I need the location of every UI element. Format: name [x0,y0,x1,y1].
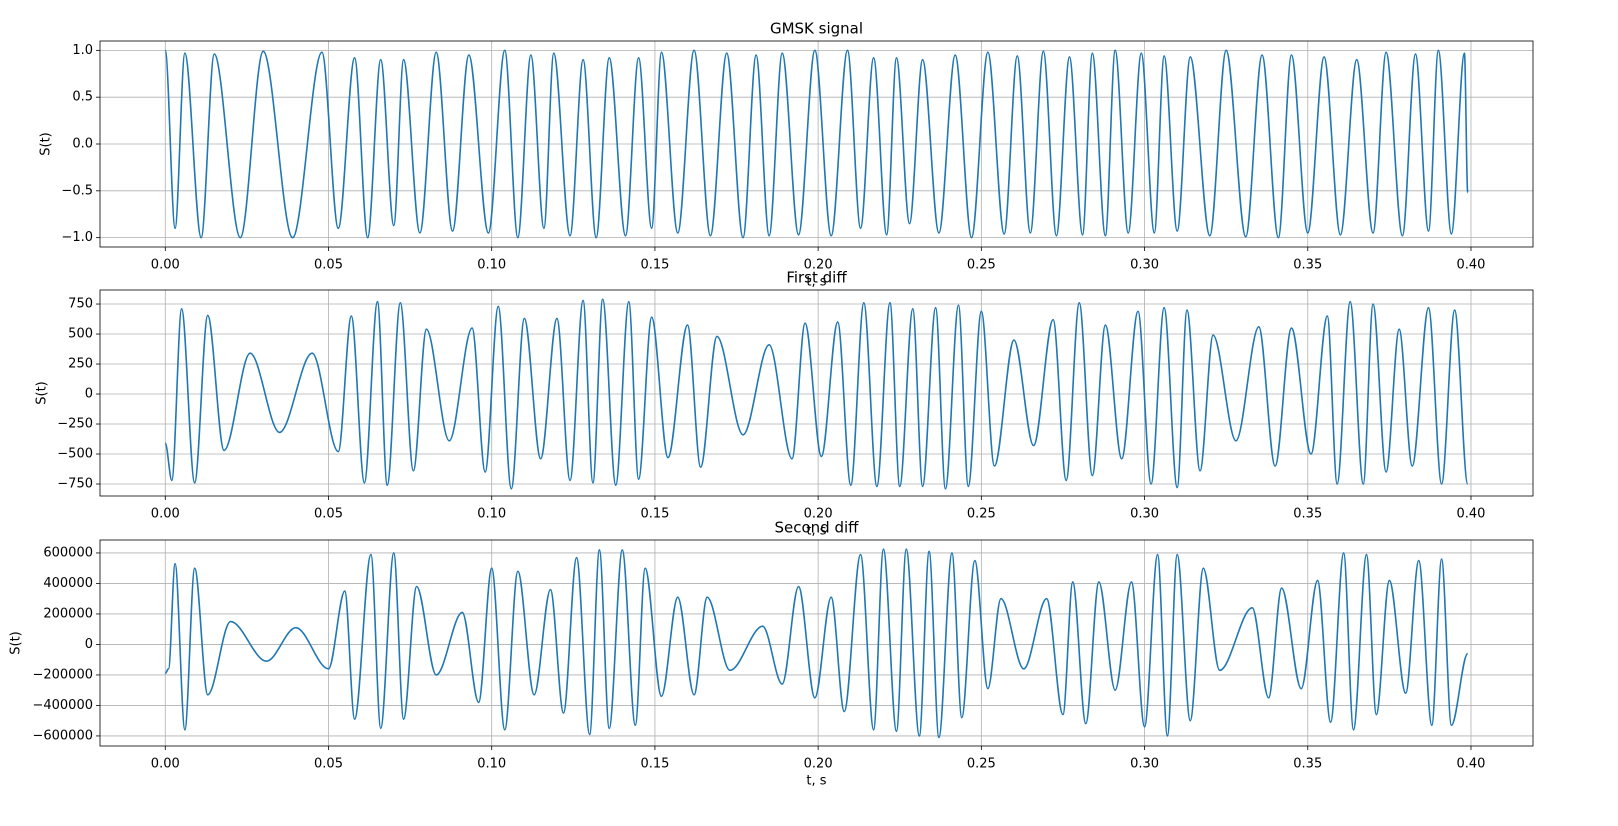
y-tick-label: −400000 [32,698,93,713]
x-tick-label: 0.30 [1130,757,1159,772]
x-tick-label: 0.30 [1130,507,1159,522]
subplot: 0.00 0.05 0.10 0.15 0.20 0.25 0.30 0.35 0.40 −600… [9,519,1534,789]
x-tick-label: 0.25 [967,258,996,273]
y-tick-label: −750 [57,477,93,492]
axes-frame [99,289,1534,497]
x-tick-label: 0.30 [1130,258,1159,273]
x-tick-label: 0.15 [640,507,669,522]
subplot: 0.00 0.05 0.10 0.15 0.20 0.25 0.30 0.35 0.40 −1.0… [39,20,1534,290]
y-tick-label: 750 [68,297,93,312]
x-tick-label: 0.20 [804,757,833,772]
x-tick-label: 0.35 [1293,258,1322,273]
axes-frame [99,40,1534,248]
x-tick-label: 0.35 [1293,757,1322,772]
y-tick-label: −500 [57,447,93,462]
y-tick-label: 600000 [43,545,93,560]
y-tick-label: −250 [57,417,93,432]
subplot: 0.00 0.05 0.10 0.15 0.20 0.25 0.30 0.35 0.40 −750… [35,269,1534,539]
x-tick-label: 0.10 [477,258,506,273]
y-axis-label: S(t) [9,631,24,655]
signal-line [164,298,1469,490]
x-tick-label: 0.15 [640,757,669,772]
x-tick-label: 0.35 [1293,507,1322,522]
y-tick-label: 0.5 [72,90,93,105]
signal-line [164,49,1469,239]
x-tick-label: 0.20 [804,258,833,273]
plot-area [164,49,1469,239]
x-tick-label: 0.40 [1457,757,1486,772]
x-tick-label: 0.00 [151,258,180,273]
y-tick-label: −200000 [32,667,93,682]
x-axis-label: t, s [806,275,826,290]
x-tick-label: 0.40 [1457,507,1486,522]
y-tick-label: −600000 [32,728,93,743]
x-tick-label: 0.20 [804,507,833,522]
y-axis-label: S(t) [35,381,50,405]
x-tick-label: 0.05 [314,757,343,772]
chart-title: Second diff [775,519,860,537]
x-axis-label: t, s [806,524,826,539]
y-tick-label: 500 [68,327,93,342]
x-tick-label: 0.15 [640,258,669,273]
x-tick-label: 0.00 [151,757,180,772]
plot-area [164,298,1469,490]
x-tick-label: 0.25 [967,507,996,522]
x-axis-label: t, s [806,774,826,789]
x-tick-label: 0.05 [314,507,343,522]
y-axis-label: S(t) [39,132,54,156]
signal-line [164,548,1469,739]
y-tick-label: 400000 [43,576,93,591]
y-tick-label: 0 [85,387,93,402]
y-tick-label: −0.5 [61,183,93,198]
y-tick-label: 1.0 [72,43,93,58]
chart-title: First diff [786,269,847,287]
y-tick-label: 250 [68,357,93,372]
x-tick-label: 0.10 [477,757,506,772]
y-tick-label: 0.0 [72,137,93,152]
x-tick-label: 0.40 [1457,258,1486,273]
plot-area [164,548,1469,739]
x-tick-label: 0.05 [314,258,343,273]
y-tick-label: 200000 [43,606,93,621]
axes-frame [99,539,1534,747]
x-tick-label: 0.10 [477,507,506,522]
x-tick-label: 0.00 [151,507,180,522]
y-tick-label: 0 [85,637,93,652]
y-tick-label: −1.0 [61,230,93,245]
chart-title: GMSK signal [770,20,863,38]
x-tick-label: 0.25 [967,757,996,772]
